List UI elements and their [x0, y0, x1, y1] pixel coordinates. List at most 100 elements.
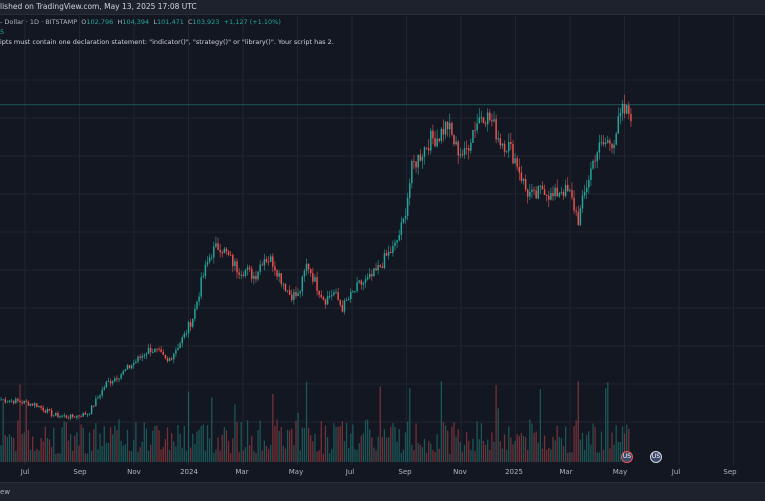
volume-bar	[588, 431, 590, 462]
volume-bar	[468, 440, 470, 462]
volume-bar	[91, 450, 93, 462]
time-axis: Jul Sep Nov 2024 Mar May Jul Sep Nov 202…	[0, 465, 765, 481]
candle-body	[607, 140, 609, 143]
volume-bar	[101, 445, 103, 462]
volume-bar	[617, 442, 619, 462]
volume-bar	[221, 434, 223, 462]
candle-body	[170, 358, 173, 360]
volume-bar	[489, 449, 491, 462]
volume-bar	[407, 421, 409, 462]
candle-body	[531, 189, 533, 192]
candle-body	[8, 400, 11, 402]
candle-body	[23, 400, 25, 404]
volume-bar	[59, 453, 61, 462]
volume-bar	[539, 389, 541, 462]
candle-body	[385, 253, 388, 256]
candle-body	[263, 259, 266, 266]
candle-body	[88, 413, 91, 415]
volume-bar	[76, 432, 78, 462]
symbol-text: - Dollar · 1D · BITSTAMP	[0, 18, 78, 26]
volume-bar	[484, 444, 487, 462]
candle-body	[358, 280, 360, 283]
volume-bar	[447, 430, 449, 462]
volume-bar	[583, 449, 586, 462]
volume-bar	[303, 427, 306, 462]
volume-bar	[133, 439, 135, 462]
candle-body	[194, 308, 196, 319]
volume-bar	[533, 433, 535, 462]
us-flag-event-icon[interactable]: US	[621, 451, 633, 463]
open-label: O	[81, 18, 87, 26]
candle-body	[625, 105, 628, 114]
footer-text[interactable]: ew	[0, 488, 11, 496]
x-tick-label: Jul	[671, 468, 681, 476]
volume-bar	[196, 431, 198, 462]
candle-body	[526, 189, 529, 197]
candle-body	[328, 296, 331, 297]
us-flag-event-icon[interactable]: US	[650, 451, 662, 463]
volume-bar	[242, 450, 244, 462]
volume-bar	[402, 449, 405, 462]
volume-bar	[442, 421, 445, 462]
candle-body	[600, 142, 603, 143]
candle-body	[322, 297, 325, 300]
candle-body	[472, 130, 474, 143]
volume-bar	[440, 381, 442, 462]
candle-body	[166, 358, 169, 361]
volume-bar	[497, 408, 499, 462]
candle-body	[501, 143, 504, 146]
volume-bar	[619, 441, 622, 462]
candle-body	[398, 234, 400, 241]
candle-body	[421, 156, 424, 161]
candle-body	[107, 381, 110, 382]
volume-bar	[156, 425, 158, 462]
volume-bar	[592, 423, 594, 462]
volume-bar	[562, 445, 565, 462]
volume-bar	[282, 445, 284, 462]
volume-bar	[181, 448, 183, 462]
volume-bars	[0, 381, 632, 462]
volume-bar	[383, 429, 386, 462]
volume-bar	[32, 436, 34, 462]
volume-bar	[265, 446, 268, 462]
close-label: C	[188, 18, 193, 26]
candle-body	[375, 268, 377, 271]
candle-body	[478, 117, 481, 124]
volume-bar	[213, 452, 215, 462]
low-label: L	[153, 18, 157, 26]
volume-bar	[42, 441, 44, 462]
candle-body	[499, 138, 502, 146]
volume-bar	[10, 436, 13, 462]
volume-bar	[307, 428, 310, 462]
candle-body	[425, 147, 428, 149]
price-chart[interactable]	[0, 0, 765, 465]
candle-body	[352, 291, 354, 293]
volume-bar	[55, 453, 57, 462]
candle-body	[470, 142, 472, 151]
candle-body	[326, 296, 329, 305]
candle-body	[366, 277, 369, 280]
candle-body	[219, 249, 221, 253]
candle-body	[411, 160, 413, 184]
volume-bar	[105, 443, 108, 462]
volume-bar	[286, 429, 289, 462]
volume-bar	[316, 451, 318, 462]
candle-body	[514, 158, 516, 164]
volume-bar	[36, 448, 38, 462]
volume-bar	[40, 437, 42, 462]
candle-body	[210, 257, 213, 259]
candle-body	[57, 412, 59, 418]
volume-bar	[596, 452, 598, 462]
candle-body	[495, 119, 497, 140]
candle-body	[573, 197, 575, 211]
candle-body	[455, 141, 457, 145]
volume-bar	[621, 426, 624, 462]
volume-bar	[194, 443, 196, 462]
script-error-message: ipts must contain one declaration statem…	[0, 38, 334, 46]
candle-body	[74, 416, 76, 418]
volume-bar	[615, 425, 617, 462]
candle-body	[430, 130, 432, 151]
candle-body	[312, 273, 314, 282]
volume-bar	[516, 434, 518, 462]
volume-bar	[586, 434, 588, 462]
